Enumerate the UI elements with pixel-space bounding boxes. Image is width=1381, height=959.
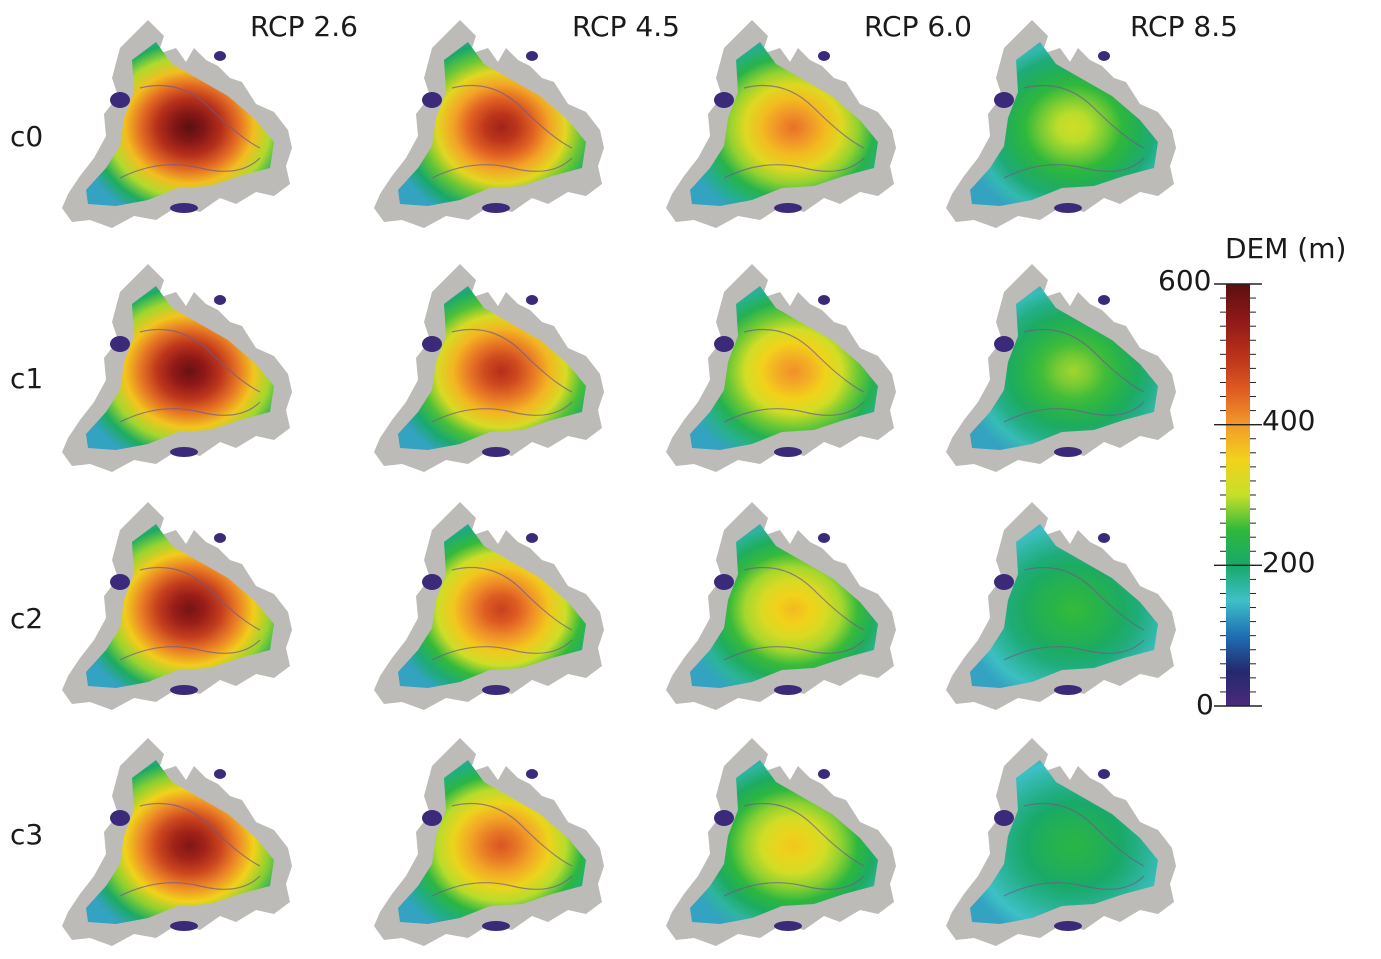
colorbar-title: DEM (m): [1225, 232, 1347, 265]
dem-map-c0-1: [374, 20, 604, 228]
colorbar-tick-400: 400: [1262, 404, 1316, 437]
dem-map-c1-2: [666, 264, 896, 472]
row-label-c1: c1: [10, 362, 44, 395]
dem-map-c2-2: [666, 502, 896, 710]
colorbar: [1214, 283, 1262, 707]
dem-map-c3-2: [666, 738, 896, 946]
dem-map-c2-0: [62, 502, 292, 710]
column-label-rcp26: RCP 2.6: [250, 10, 358, 43]
dem-map-c3-0: [62, 738, 292, 946]
row-label-c3: c3: [10, 818, 44, 851]
dem-map-c3-3: [946, 738, 1176, 946]
row-label-c2: c2: [10, 602, 44, 635]
dem-map-c1-3: [946, 264, 1176, 472]
column-label-rcp45: RCP 4.5: [572, 10, 680, 43]
colorbar-tick-600: 600: [1158, 264, 1212, 297]
dem-map-c0-0: [62, 20, 292, 228]
dem-map-c0-2: [666, 20, 896, 228]
column-label-rcp85: RCP 8.5: [1130, 10, 1238, 43]
colorbar-tick-0: 0: [1196, 688, 1214, 721]
row-label-c0: c0: [10, 120, 44, 153]
colorbar-tick-200: 200: [1262, 546, 1316, 579]
dem-map-c1-1: [374, 264, 604, 472]
dem-map-c1-0: [62, 264, 292, 472]
dem-map-c0-3: [946, 20, 1176, 228]
dem-map-c2-1: [374, 502, 604, 710]
column-label-rcp60: RCP 6.0: [864, 10, 972, 43]
dem-map-c3-1: [374, 738, 604, 946]
dem-map-c2-3: [946, 502, 1176, 710]
